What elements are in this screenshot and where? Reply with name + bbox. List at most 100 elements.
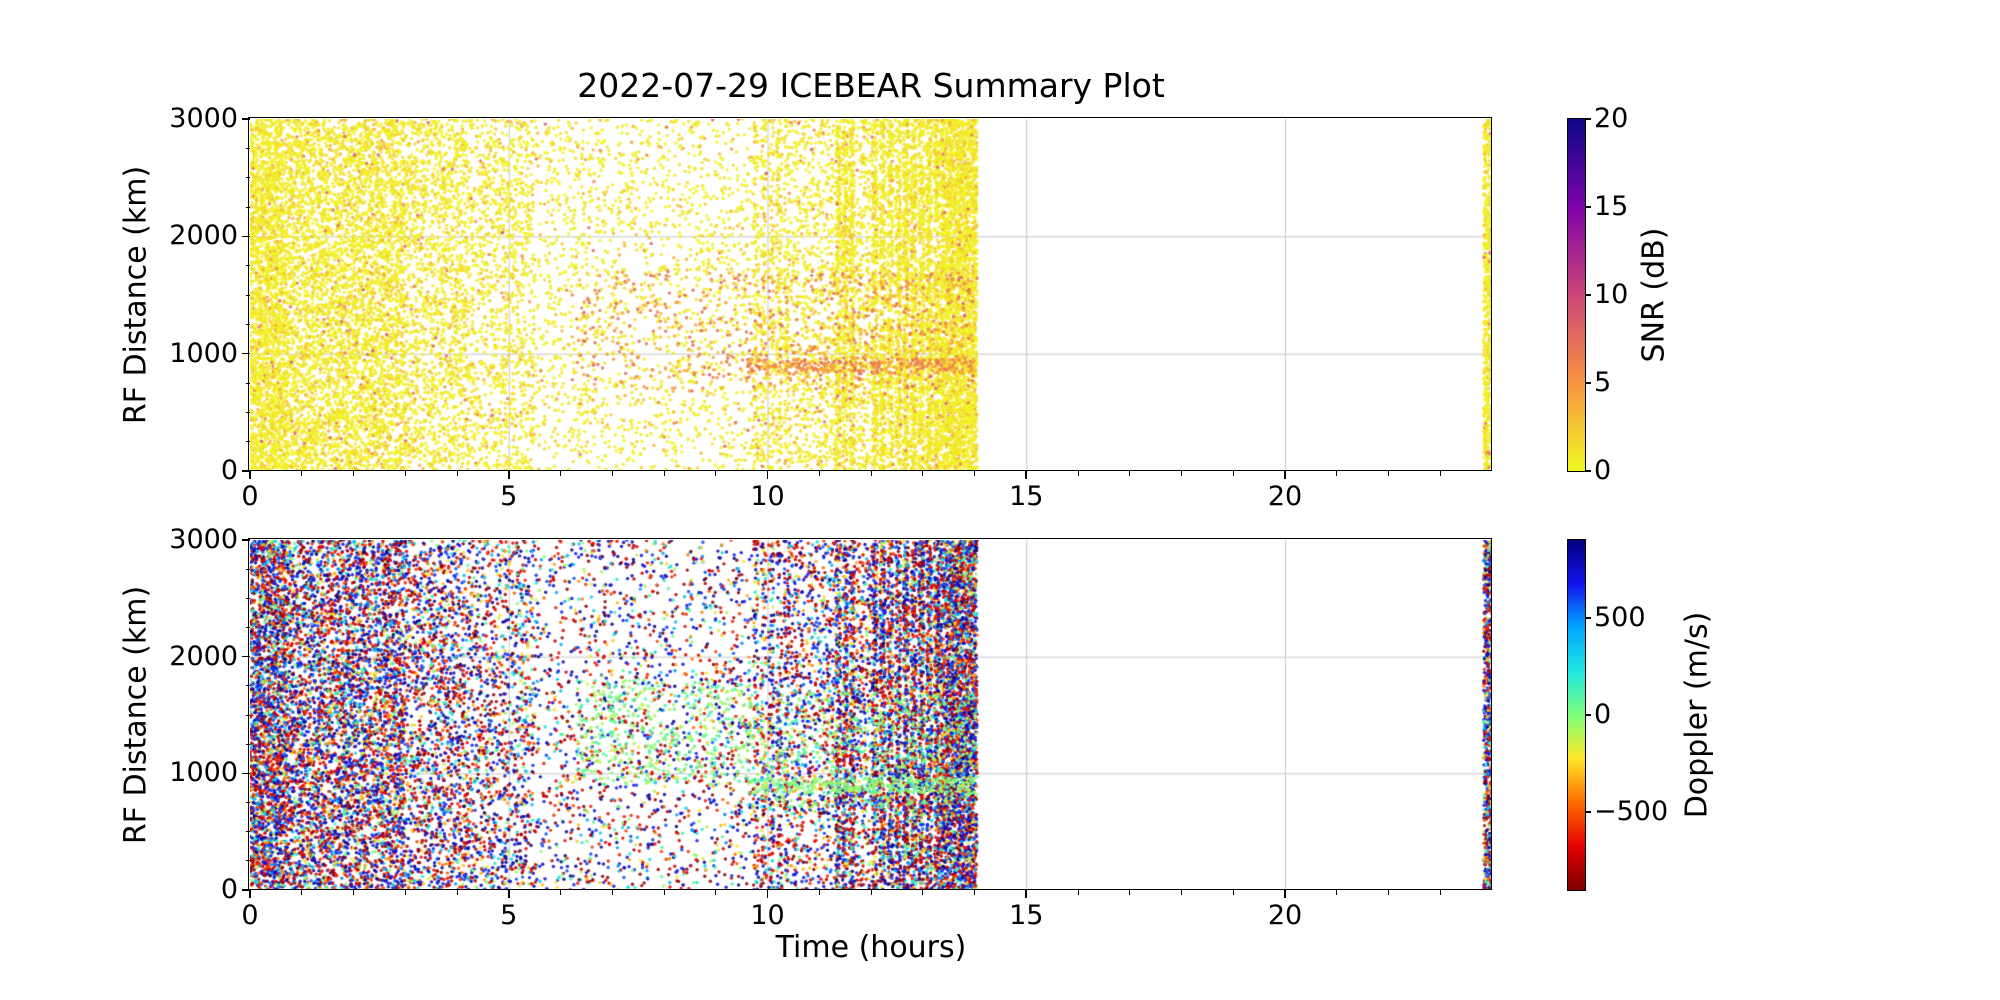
y-minor-tick xyxy=(245,147,250,149)
x-minor-tick xyxy=(922,890,924,895)
x-tick-label: 0 xyxy=(241,481,259,512)
colorbar-tick-label: 0 xyxy=(1594,699,1612,730)
x-tick-label: 15 xyxy=(1009,481,1044,512)
x-minor-tick xyxy=(404,471,406,476)
colorbar-tick-label: 0 xyxy=(1594,455,1612,486)
x-minor-tick xyxy=(1336,471,1338,476)
x-major-tick xyxy=(1284,471,1286,479)
x-minor-tick xyxy=(715,471,717,476)
colorbar-tick-label: 5 xyxy=(1594,367,1612,398)
y-tick-label: 0 xyxy=(220,874,238,905)
x-minor-tick xyxy=(1336,890,1338,895)
colorbar-tick xyxy=(1585,811,1591,814)
x-minor-tick xyxy=(1129,890,1131,895)
y-minor-tick xyxy=(245,802,250,803)
x-minor-tick xyxy=(1232,471,1234,476)
x-minor-tick xyxy=(870,890,872,895)
x-tick-label: 20 xyxy=(1267,481,1303,512)
y-tick-label: 1000 xyxy=(169,337,238,369)
x-minor-tick xyxy=(870,471,872,476)
colorbar-tick xyxy=(1585,118,1591,120)
x-tick-label: 5 xyxy=(500,481,518,512)
x-minor-tick xyxy=(1077,890,1079,895)
x-minor-tick xyxy=(1439,471,1441,476)
x-minor-tick xyxy=(404,890,406,895)
y-major-tick xyxy=(242,235,250,238)
x-minor-tick xyxy=(301,890,303,895)
x-minor-tick xyxy=(1181,471,1182,476)
y-minor-tick xyxy=(245,568,250,570)
x-minor-tick xyxy=(1439,890,1441,895)
y-minor-tick xyxy=(245,441,250,443)
x-minor-tick xyxy=(1077,471,1079,476)
x-tick-label: 0 xyxy=(241,900,259,931)
x-minor-tick xyxy=(1129,471,1131,476)
y-minor-tick xyxy=(245,323,250,325)
x-minor-tick xyxy=(456,471,458,476)
x-tick-label: 10 xyxy=(750,481,785,512)
y-minor-tick xyxy=(245,177,250,179)
y-minor-tick xyxy=(245,411,250,413)
colorbar-tick xyxy=(1585,714,1591,716)
x-major-tick xyxy=(249,471,251,479)
y-minor-tick xyxy=(245,685,250,687)
x-tick-label: 10 xyxy=(750,900,785,931)
y-tick-label: 3000 xyxy=(169,103,238,134)
colorbar-tick-label: 500 xyxy=(1594,601,1646,633)
x-axis-label: Time (hours) xyxy=(775,930,967,965)
x-major-tick xyxy=(507,890,510,898)
x-minor-tick xyxy=(663,471,665,476)
colorbar-tick xyxy=(1585,294,1591,296)
y-minor-tick xyxy=(245,831,250,833)
snr-y-axis-label: RF Distance (km) xyxy=(118,165,154,425)
colorbar-tick-label: −500 xyxy=(1594,796,1669,828)
colorbar-tick-label: 10 xyxy=(1594,279,1629,310)
x-minor-tick xyxy=(715,890,717,895)
y-minor-tick xyxy=(245,627,250,628)
colorbar-tick xyxy=(1585,206,1591,208)
y-minor-tick xyxy=(245,206,250,208)
y-minor-tick xyxy=(245,294,250,296)
x-minor-tick xyxy=(560,471,561,476)
y-major-tick xyxy=(242,772,250,775)
x-minor-tick xyxy=(560,890,561,895)
doppler-colorbar xyxy=(1568,540,1585,890)
x-minor-tick xyxy=(818,890,820,895)
y-minor-tick xyxy=(245,743,250,745)
y-major-tick xyxy=(242,352,250,355)
colorbar-tick-label: 20 xyxy=(1594,103,1629,134)
x-minor-tick xyxy=(974,890,975,895)
x-major-tick xyxy=(507,471,510,479)
doppler-colorbar-label: Doppler (m/s) xyxy=(1679,611,1715,819)
plot-title: 2022-07-29 ICEBEAR Summary Plot xyxy=(577,66,1165,105)
y-tick-label: 3000 xyxy=(169,524,238,555)
x-major-tick xyxy=(249,890,251,898)
x-major-tick xyxy=(1284,890,1286,898)
x-minor-tick xyxy=(456,890,458,895)
colorbar-tick xyxy=(1585,382,1591,384)
y-major-tick xyxy=(242,655,250,658)
colorbar-tick xyxy=(1585,470,1591,472)
y-major-tick xyxy=(242,118,250,120)
x-major-tick xyxy=(766,890,769,898)
x-tick-label: 20 xyxy=(1267,900,1303,931)
colorbar-tick xyxy=(1585,616,1591,619)
x-minor-tick xyxy=(1232,890,1234,895)
x-minor-tick xyxy=(663,890,665,895)
x-minor-tick xyxy=(353,471,354,476)
x-major-tick xyxy=(1025,890,1028,898)
colorbar-tick-label: 15 xyxy=(1594,191,1629,222)
x-minor-tick xyxy=(1388,890,1389,895)
x-minor-tick xyxy=(611,890,613,895)
x-minor-tick xyxy=(922,471,924,476)
x-minor-tick xyxy=(1181,890,1182,895)
x-minor-tick xyxy=(301,471,303,476)
y-tick-label: 2000 xyxy=(169,220,238,252)
x-minor-tick xyxy=(974,471,975,476)
y-tick-label: 2000 xyxy=(169,640,238,672)
y-minor-tick xyxy=(245,714,250,716)
y-tick-label: 1000 xyxy=(169,757,238,789)
y-minor-tick xyxy=(245,597,250,599)
snr-scatter-canvas xyxy=(250,119,1492,471)
